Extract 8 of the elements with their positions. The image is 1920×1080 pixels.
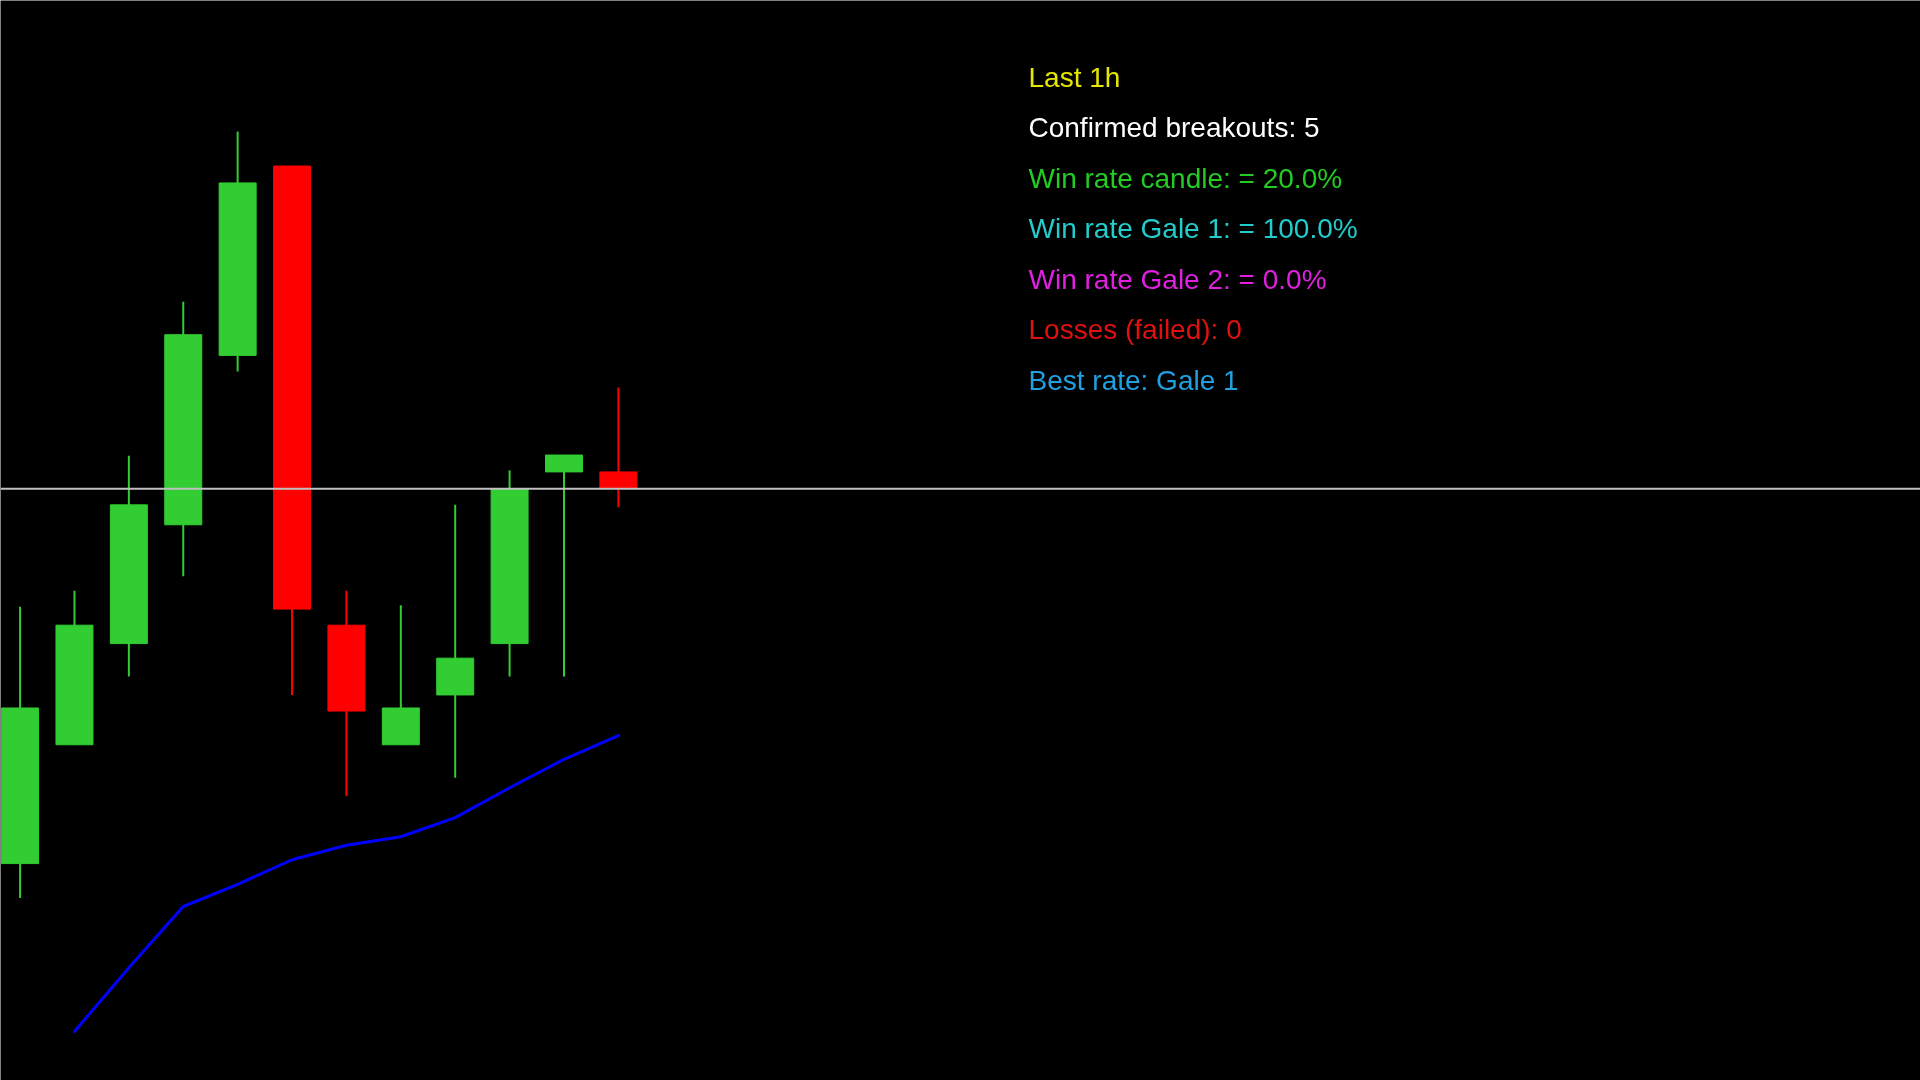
text: Win rate Gale 1: = 100.0% [1028, 213, 1358, 244]
text: Losses (failed): 0 [1028, 314, 1242, 345]
text: Last 1h [1028, 61, 1121, 93]
text: Confirmed breakouts: 5 [1028, 112, 1320, 143]
text: Win rate candle: = 20.0% [1028, 162, 1343, 194]
text: Best rate: Gale 1 [1028, 364, 1239, 396]
text: Win rate Gale 2: = 0.0% [1028, 263, 1327, 295]
candlestick [545, 454, 583, 678]
